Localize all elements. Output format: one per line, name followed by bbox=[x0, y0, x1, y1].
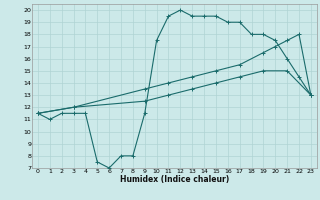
X-axis label: Humidex (Indice chaleur): Humidex (Indice chaleur) bbox=[120, 175, 229, 184]
